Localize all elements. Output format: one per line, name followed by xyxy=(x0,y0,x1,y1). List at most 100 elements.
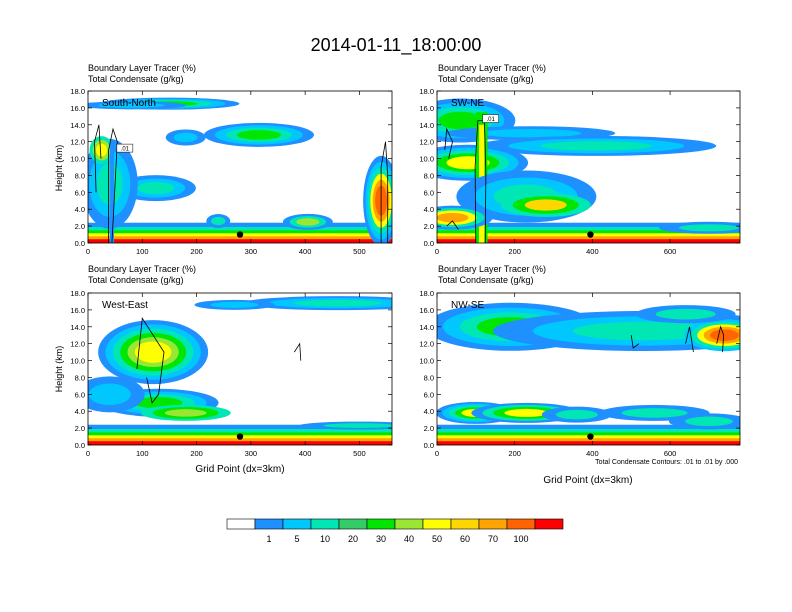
y-tick-label: 2.0 xyxy=(75,424,85,433)
plot-frame xyxy=(87,292,393,446)
colorbar-box xyxy=(310,518,340,530)
x-tick-label: 0 xyxy=(435,247,439,256)
y-tick-label: 12.0 xyxy=(419,340,434,349)
tracer-region xyxy=(98,102,165,108)
tracer-region xyxy=(540,141,653,151)
tracer-region xyxy=(479,129,582,138)
x-tick-label: 200 xyxy=(508,449,521,458)
panel-title-line2: Total Condensate (g/kg) xyxy=(88,275,184,285)
panel-south-north: Boundary Layer Tracer (%) Total Condensa… xyxy=(54,63,393,256)
plot-background xyxy=(88,91,392,243)
panel-title-line2: Total Condensate (g/kg) xyxy=(438,275,534,285)
y-tick-label: 2.0 xyxy=(424,222,434,231)
figure-title: 2014-01-11_18:00:00 xyxy=(311,35,482,56)
tracer-region xyxy=(437,212,469,223)
colorbar-label: 50 xyxy=(432,534,442,544)
x-tick-label: 100 xyxy=(136,247,149,256)
y-tick-label: 12.0 xyxy=(70,138,85,147)
panel-title-line1: Boundary Layer Tracer (%) xyxy=(438,63,546,73)
tracer-region xyxy=(210,301,259,308)
y-tick-label: 10.0 xyxy=(419,357,434,366)
colorbar-label: 5 xyxy=(294,534,299,544)
contour-label: .01 xyxy=(486,117,495,123)
panel-west-east: Boundary Layer Tracer (%) Total Condensa… xyxy=(54,264,393,475)
plot-frame xyxy=(87,90,393,244)
y-tick-label: 18.0 xyxy=(419,289,434,298)
panel-title-line2: Total Condensate (g/kg) xyxy=(88,74,184,84)
x-tick-label: 200 xyxy=(508,247,521,256)
y-tick-label: 2.0 xyxy=(75,222,85,231)
colorbar: 1 5 10 20 30 40 50 60 70 100 xyxy=(226,518,564,544)
x-tick-label: 100 xyxy=(136,449,149,458)
y-tick-label: 10.0 xyxy=(419,155,434,164)
y-axis-label: Height (km) xyxy=(54,145,64,192)
condensate-contour xyxy=(293,342,302,361)
y-tick-label: 14.0 xyxy=(70,121,85,130)
x-tick-label: 200 xyxy=(190,449,203,458)
tracer-region xyxy=(95,143,108,157)
y-tick-label: 6.0 xyxy=(75,188,85,197)
colorbar-label: 20 xyxy=(348,534,358,544)
tracer-region xyxy=(655,308,716,320)
colorbar-label: 60 xyxy=(460,534,470,544)
cross-section-label: West-East xyxy=(102,300,148,311)
location-marker xyxy=(236,231,244,238)
y-tick-label: 12.0 xyxy=(70,340,85,349)
y-tick-label: 0.0 xyxy=(75,441,85,450)
panel-sw-ne: Boundary Layer Tracer (%) Total Condensa… xyxy=(419,63,741,256)
colorbar-box xyxy=(422,518,452,530)
cross-section-label: SW-NE xyxy=(451,98,484,109)
colorbar-box xyxy=(394,518,424,530)
colorbar-box xyxy=(226,518,256,530)
condensate-contour xyxy=(474,120,487,243)
cross-section-label: NW-SE xyxy=(451,300,484,311)
condensate-contour xyxy=(94,124,102,193)
y-tick-label: 16.0 xyxy=(70,104,85,113)
colorbar-box xyxy=(338,518,368,530)
x-tick-label: 500 xyxy=(353,449,366,458)
tracer-column xyxy=(109,141,115,243)
condensate-contour xyxy=(716,325,725,353)
y-tick-label: 12.0 xyxy=(419,138,434,147)
y-tick-label: 2.0 xyxy=(424,424,434,433)
contour-label-box xyxy=(116,143,134,153)
plot-frame xyxy=(436,292,741,446)
y-tick-label: 4.0 xyxy=(424,407,434,416)
y-tick-label: 0.0 xyxy=(424,239,434,248)
colorbar-box xyxy=(254,518,284,530)
colorbar-box xyxy=(366,518,396,530)
tracer-region xyxy=(137,182,175,195)
condensate-contour xyxy=(446,220,459,230)
y-tick-label: 0.0 xyxy=(75,239,85,248)
colorbar-label: 1 xyxy=(266,534,271,544)
x-tick-label: 400 xyxy=(299,449,312,458)
tracer-band xyxy=(437,239,740,243)
panel-title-line2: Total Condensate (g/kg) xyxy=(438,74,534,84)
y-tick-label: 6.0 xyxy=(75,390,85,399)
tracer-region xyxy=(211,216,226,226)
condensate-contour xyxy=(630,335,640,349)
colorbar-box xyxy=(282,518,312,530)
colorbar-label: 100 xyxy=(513,534,528,544)
contour-label: .01 xyxy=(121,147,130,153)
tracer-band xyxy=(88,441,392,445)
y-tick-label: 18.0 xyxy=(70,87,85,96)
y-tick-label: 16.0 xyxy=(70,306,85,315)
condensate-contour xyxy=(108,127,118,243)
y-tick-label: 8.0 xyxy=(424,171,434,180)
x-tick-label: 300 xyxy=(245,247,258,256)
y-tick-label: 4.0 xyxy=(75,205,85,214)
tracer-region xyxy=(621,408,688,418)
tracer-band xyxy=(437,441,740,445)
colorbar-box xyxy=(478,518,508,530)
tracer-field xyxy=(437,91,740,243)
colorbar-label: 10 xyxy=(320,534,330,544)
tracer-region xyxy=(555,409,598,420)
colorbar-label: 40 xyxy=(404,534,414,544)
y-tick-label: 18.0 xyxy=(70,289,85,298)
tracer-region xyxy=(134,341,172,363)
y-tick-label: 18.0 xyxy=(419,87,434,96)
tracer-band xyxy=(88,239,392,243)
colorbar-box xyxy=(534,518,564,530)
